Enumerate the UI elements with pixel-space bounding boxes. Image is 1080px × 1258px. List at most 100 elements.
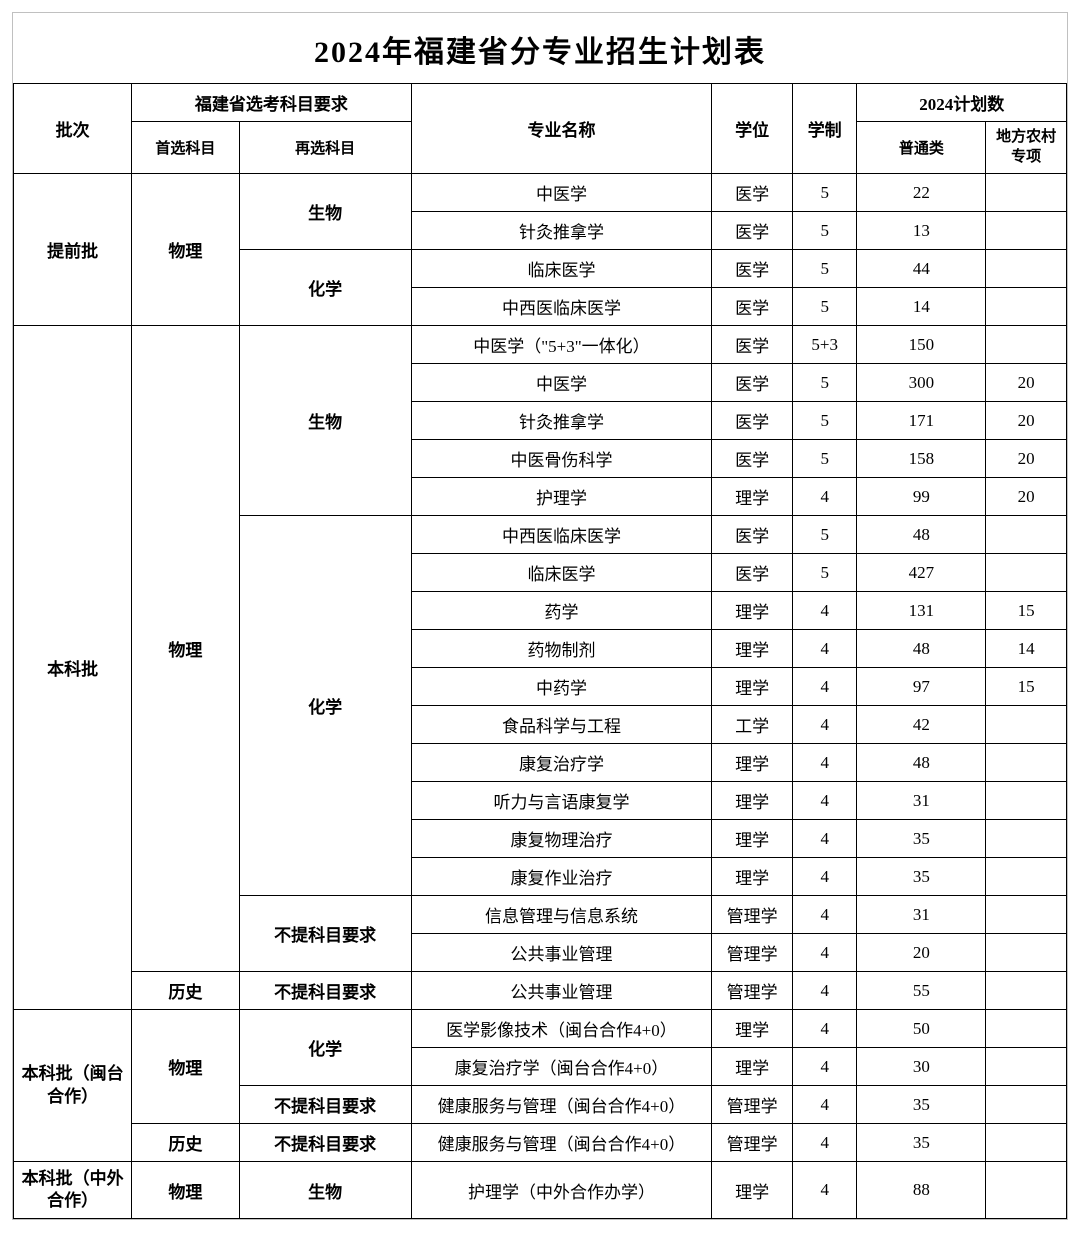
rural-cell: 20	[986, 402, 1067, 440]
major-cell: 中西医临床医学	[411, 516, 712, 554]
degree-cell: 医学	[712, 174, 793, 212]
header-secondary: 再选科目	[239, 122, 411, 174]
rural-cell	[986, 250, 1067, 288]
duration-cell: 4	[792, 858, 856, 896]
major-cell: 中医骨伤科学	[411, 440, 712, 478]
rural-cell: 14	[986, 630, 1067, 668]
secondary-cell: 生物	[239, 1162, 411, 1219]
degree-cell: 理学	[712, 592, 793, 630]
major-cell: 听力与言语康复学	[411, 782, 712, 820]
rural-cell	[986, 858, 1067, 896]
degree-cell: 理学	[712, 1162, 793, 1219]
degree-cell: 工学	[712, 706, 793, 744]
rural-cell: 20	[986, 478, 1067, 516]
normal-cell: 35	[857, 1086, 986, 1124]
secondary-cell: 不提科目要求	[239, 1124, 411, 1162]
major-cell: 康复物理治疗	[411, 820, 712, 858]
primary-cell: 物理	[132, 326, 239, 972]
duration-cell: 4	[792, 706, 856, 744]
degree-cell: 医学	[712, 326, 793, 364]
duration-cell: 5+3	[792, 326, 856, 364]
duration-cell: 5	[792, 250, 856, 288]
secondary-cell: 不提科目要求	[239, 1086, 411, 1124]
secondary-cell: 不提科目要求	[239, 896, 411, 972]
document-container: 2024年福建省分专业招生计划表 批次 福建省选考科目要求 专业名称 学位 学制…	[12, 12, 1068, 1220]
normal-cell: 35	[857, 858, 986, 896]
duration-cell: 5	[792, 174, 856, 212]
duration-cell: 4	[792, 668, 856, 706]
major-cell: 食品科学与工程	[411, 706, 712, 744]
rural-cell	[986, 174, 1067, 212]
primary-cell: 物理	[132, 1162, 239, 1219]
secondary-cell: 生物	[239, 326, 411, 516]
degree-cell: 管理学	[712, 1086, 793, 1124]
degree-cell: 理学	[712, 1048, 793, 1086]
duration-cell: 4	[792, 744, 856, 782]
rural-cell	[986, 516, 1067, 554]
degree-cell: 医学	[712, 288, 793, 326]
rural-cell	[986, 1048, 1067, 1086]
normal-cell: 31	[857, 896, 986, 934]
duration-cell: 4	[792, 896, 856, 934]
normal-cell: 20	[857, 934, 986, 972]
normal-cell: 97	[857, 668, 986, 706]
rural-cell	[986, 288, 1067, 326]
major-cell: 医学影像技术（闽台合作4+0）	[411, 1010, 712, 1048]
table-row: 提前批 物理 生物 中医学 医学 5 22	[14, 174, 1067, 212]
rural-cell	[986, 1086, 1067, 1124]
normal-cell: 427	[857, 554, 986, 592]
rural-cell	[986, 1124, 1067, 1162]
degree-cell: 理学	[712, 1010, 793, 1048]
degree-cell: 理学	[712, 858, 793, 896]
batch-cell: 本科批（闽台合作）	[14, 1010, 132, 1162]
major-cell: 药物制剂	[411, 630, 712, 668]
major-cell: 护理学	[411, 478, 712, 516]
degree-cell: 医学	[712, 440, 793, 478]
degree-cell: 理学	[712, 782, 793, 820]
duration-cell: 4	[792, 1010, 856, 1048]
rural-cell	[986, 1162, 1067, 1219]
major-cell: 康复治疗学	[411, 744, 712, 782]
rural-cell	[986, 706, 1067, 744]
major-cell: 药学	[411, 592, 712, 630]
degree-cell: 医学	[712, 516, 793, 554]
rural-cell	[986, 1010, 1067, 1048]
degree-cell: 医学	[712, 554, 793, 592]
normal-cell: 35	[857, 1124, 986, 1162]
rural-cell	[986, 896, 1067, 934]
header-plan-rural: 地方农村专项	[986, 122, 1067, 174]
secondary-cell: 不提科目要求	[239, 972, 411, 1010]
primary-cell: 历史	[132, 1124, 239, 1162]
major-cell: 中医学	[411, 174, 712, 212]
major-cell: 公共事业管理	[411, 934, 712, 972]
header-subject-group: 福建省选考科目要求	[132, 84, 411, 122]
normal-cell: 50	[857, 1010, 986, 1048]
rural-cell	[986, 326, 1067, 364]
major-cell: 康复作业治疗	[411, 858, 712, 896]
secondary-cell: 生物	[239, 174, 411, 250]
duration-cell: 4	[792, 1124, 856, 1162]
rural-cell	[986, 554, 1067, 592]
table-row: 本科批（闽台合作） 物理 化学 医学影像技术（闽台合作4+0）理学450	[14, 1010, 1067, 1048]
batch-cell: 本科批（中外合作）	[14, 1162, 132, 1219]
header-major: 专业名称	[411, 84, 712, 174]
table-body: 提前批 物理 生物 中医学 医学 5 22 针灸推拿学 医学 5 13 化学 临…	[14, 174, 1067, 1219]
header-primary: 首选科目	[132, 122, 239, 174]
batch-cell: 本科批	[14, 326, 132, 1010]
degree-cell: 理学	[712, 820, 793, 858]
duration-cell: 4	[792, 1048, 856, 1086]
degree-cell: 理学	[712, 668, 793, 706]
major-cell: 公共事业管理	[411, 972, 712, 1010]
secondary-cell: 化学	[239, 516, 411, 896]
enrollment-table: 批次 福建省选考科目要求 专业名称 学位 学制 2024计划数 首选科目 再选科…	[13, 83, 1067, 1219]
major-cell: 针灸推拿学	[411, 402, 712, 440]
primary-cell: 物理	[132, 174, 239, 326]
normal-cell: 48	[857, 630, 986, 668]
degree-cell: 理学	[712, 478, 793, 516]
normal-cell: 35	[857, 820, 986, 858]
normal-cell: 158	[857, 440, 986, 478]
degree-cell: 医学	[712, 402, 793, 440]
rural-cell: 15	[986, 592, 1067, 630]
normal-cell: 31	[857, 782, 986, 820]
duration-cell: 5	[792, 402, 856, 440]
